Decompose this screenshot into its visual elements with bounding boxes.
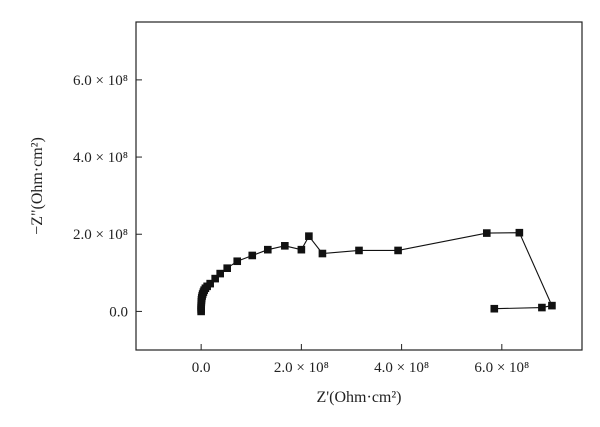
- series-line: [200, 232, 553, 312]
- data-point: [305, 232, 313, 240]
- y-tick-label: 6.0 × 10⁸: [73, 73, 128, 89]
- data-point: [394, 246, 402, 255]
- data-point: [548, 301, 556, 310]
- y-tick-label: 0.0: [109, 304, 128, 320]
- data-point: [297, 245, 306, 254]
- x-ticks: 0.0 2.0 × 10⁸ 4.0 × 10⁸ 6.0 × 10⁸: [192, 344, 529, 376]
- x-tick-label: 6.0 × 10⁸: [474, 360, 529, 376]
- data-point: [490, 304, 499, 313]
- data-point: [211, 274, 219, 283]
- y-ticks: 0.0 2.0 × 10⁸ 4.0 × 10⁸ 6.0 × 10⁸: [73, 73, 142, 320]
- data-point: [281, 242, 289, 250]
- x-tick-label: 2.0 × 10⁸: [274, 360, 329, 376]
- data-point: [515, 228, 524, 237]
- data-point: [248, 251, 257, 260]
- x-tick-label: 4.0 × 10⁸: [374, 360, 429, 376]
- data-point: [206, 279, 214, 288]
- data-point: [223, 264, 232, 272]
- data-point: [233, 257, 242, 266]
- data-point: [355, 246, 363, 255]
- y-tick-label: 2.0 × 10⁸: [73, 227, 128, 243]
- data-point: [318, 249, 327, 258]
- x-tick-label: 0.0: [192, 360, 211, 376]
- data-point: [216, 269, 224, 278]
- y-axis-label: −Z"(Ohm·cm²): [29, 137, 46, 235]
- data-point: [538, 303, 546, 312]
- data-point: [263, 245, 272, 254]
- data-series: [197, 228, 556, 316]
- plot-frame: [135, 21, 583, 351]
- x-axis-label: Z'(Ohm·cm²): [317, 389, 402, 406]
- y-tick-label: 4.0 × 10⁸: [73, 150, 128, 166]
- data-point: [482, 229, 491, 237]
